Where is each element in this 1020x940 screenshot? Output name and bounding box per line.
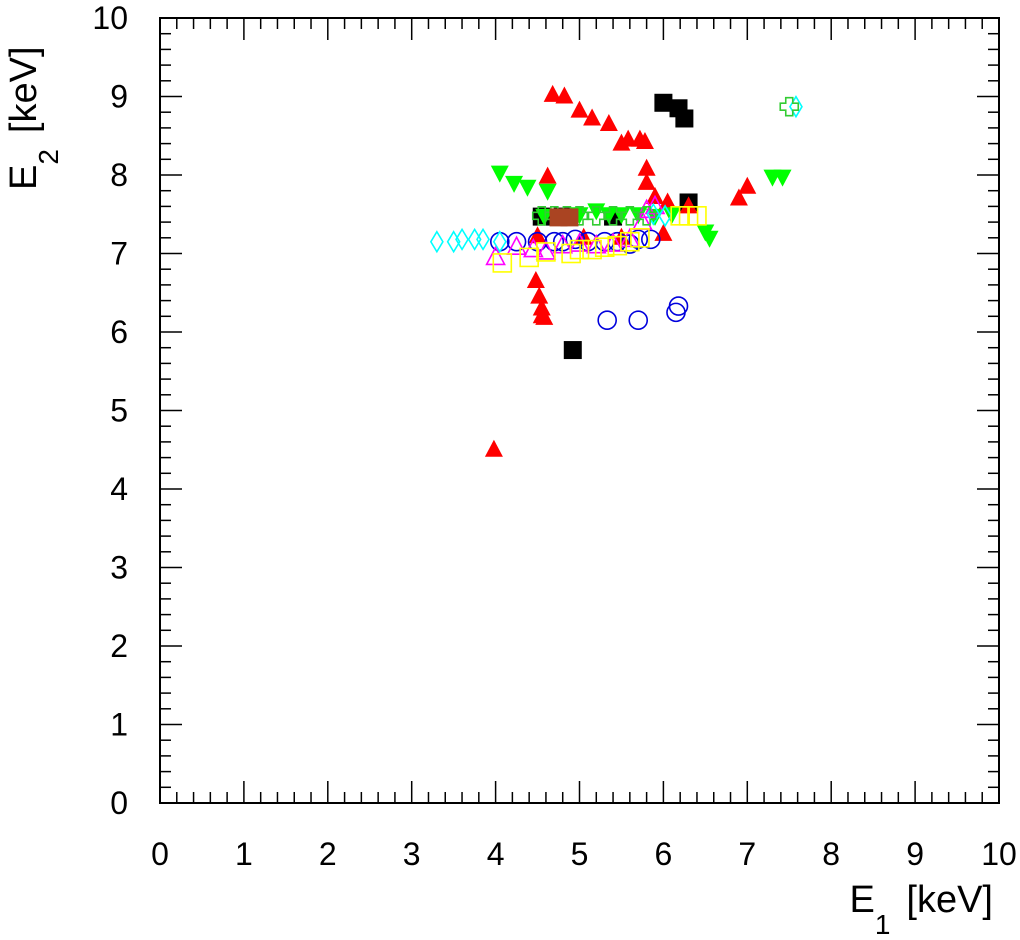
data-point [530,286,549,304]
data-point [637,158,656,176]
x-tick-label: 6 [655,836,673,872]
data-point [582,239,602,260]
data-point [700,230,719,248]
x-tick-label: 7 [738,836,756,872]
x-tick-label: 2 [319,836,337,872]
data-point [492,230,507,254]
data-point [729,188,748,206]
data-point [484,439,503,457]
x-tick-label: 10 [981,836,1017,872]
data-point [569,239,590,260]
x-tick-label: 8 [822,836,840,872]
y-tick-label: 4 [110,471,128,507]
axis-ticks [159,17,1000,804]
data-point [455,227,469,251]
data-point [658,204,673,228]
data-point [519,247,539,268]
x-tick-label: 4 [487,836,505,872]
data-point [641,229,661,250]
data-point [446,230,461,254]
y-tick-label: 6 [110,314,128,350]
data-point [635,132,654,150]
data-point [773,169,792,187]
y-tick-label: 10 [92,0,128,36]
data-point [583,108,602,126]
data-point [467,227,482,251]
y-axis-title-unit: [keV] [3,46,45,133]
data-point [429,230,444,254]
data-points [429,84,803,457]
data-point [594,237,615,258]
data-point [492,253,513,273]
x-axis-title: E1 [keV] [849,879,993,940]
data-point [560,208,579,227]
tick-labels: 0 1 2 3 4 5 6 7 8 9 10 0 1 2 3 4 5 6 7 8 9 10 [92,0,1016,872]
data-point [789,95,803,119]
data-point [619,129,638,147]
y-tick-label: 0 [110,785,128,821]
data-point [675,109,694,128]
y-axis-title-sub: 2 [33,149,64,165]
data-point [599,207,618,225]
x-tick-label: 9 [906,836,924,872]
y-tick-label: 9 [110,79,128,115]
data-point [555,86,574,104]
x-axis-title-unit: [keV] [906,879,993,921]
x-tick-label: 0 [151,836,169,872]
y-tick-label: 7 [110,236,128,272]
x-tick-label: 3 [403,836,421,872]
data-point [505,175,524,193]
data-point [668,296,689,316]
data-point [535,307,554,325]
data-point [636,206,657,226]
y-axis-title: E2 [keV] [3,46,64,190]
data-point [658,192,677,210]
data-point [485,245,506,266]
data-point [607,235,628,256]
y-tick-label: 3 [110,550,128,586]
data-point [738,176,757,194]
y-tick-label: 5 [110,393,128,429]
data-point [630,228,650,248]
data-point [637,172,656,190]
data-point [563,341,582,360]
data-point [490,165,509,183]
data-point [476,227,490,251]
data-point [619,227,641,248]
y-axis-title-main: E [3,165,45,190]
data-point [506,235,527,256]
data-point [628,310,649,331]
data-point [536,242,556,262]
y-tick-label: 8 [110,157,128,193]
data-point [586,206,607,226]
data-point [526,270,545,288]
plot-frame [159,17,1000,804]
data-point [570,100,589,118]
data-point [518,179,537,197]
data-point [535,240,557,260]
data-point [654,93,673,112]
x-axis-title-main: E [849,879,874,921]
data-point [679,196,698,214]
data-point [687,206,707,226]
y-tick-label: 2 [110,628,128,664]
data-point [603,206,623,226]
data-point [599,113,618,131]
x-tick-label: 1 [235,836,253,872]
data-point [538,183,557,201]
data-point [597,310,617,331]
data-point [779,96,800,117]
data-point [506,231,527,252]
y-tick-label: 1 [110,707,128,743]
data-point [620,206,640,226]
data-point [543,84,562,102]
x-tick-label: 5 [571,836,589,872]
data-point [620,231,640,252]
data-point [565,229,586,250]
x-axis-title-sub: 1 [875,909,891,940]
data-point [538,166,557,184]
